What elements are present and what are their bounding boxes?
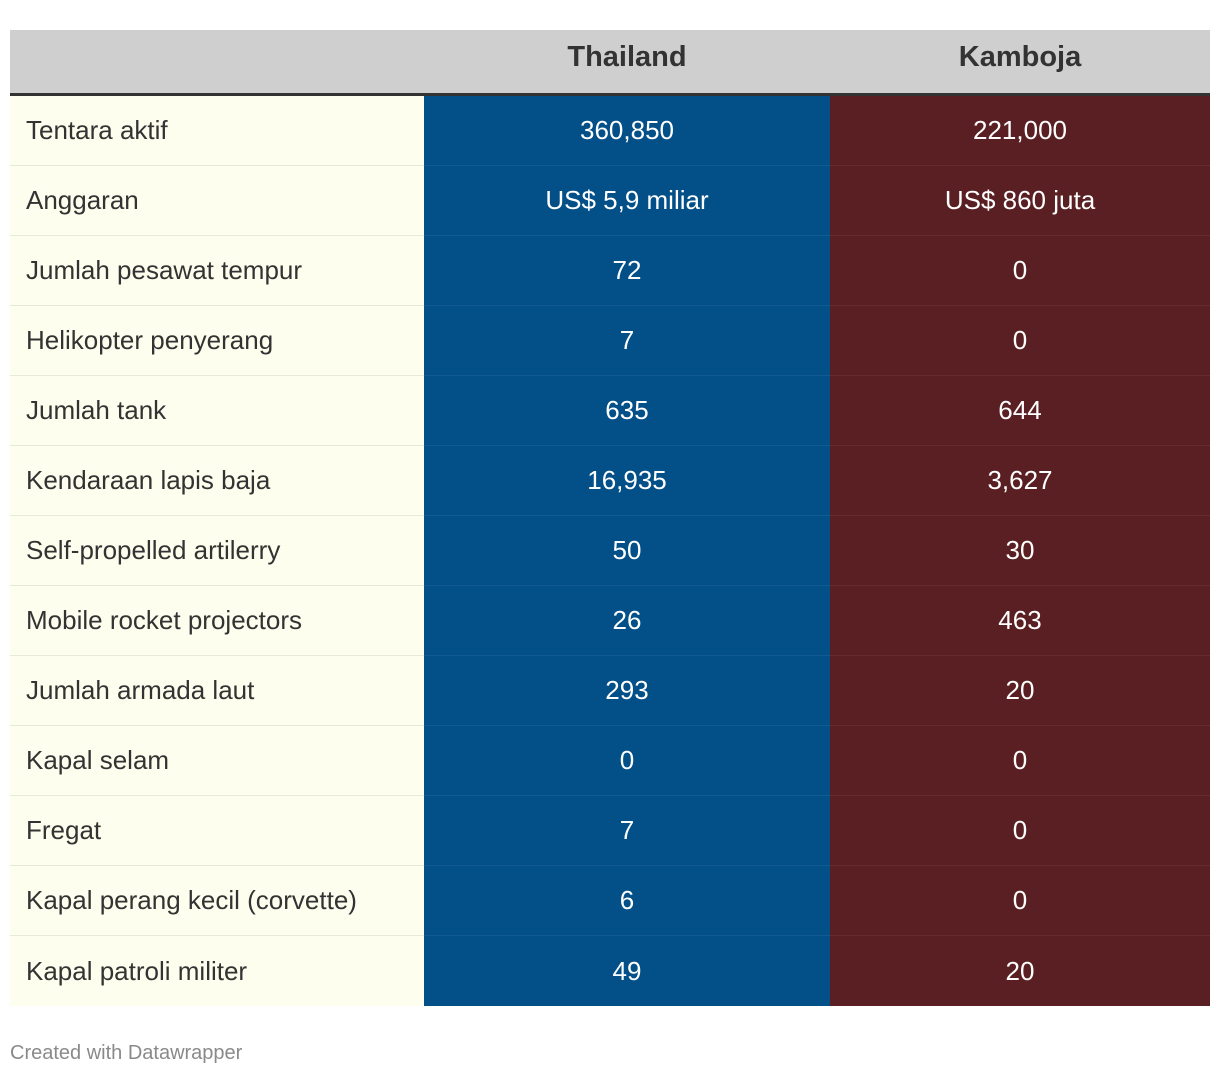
header-blank [10, 30, 424, 93]
table-row: Jumlah armada laut 293 20 [10, 656, 1210, 726]
row-label: Kendaraan lapis baja [10, 446, 424, 516]
kamboja-value: 463 [830, 586, 1210, 656]
table-row: Anggaran US$ 5,9 miliar US$ 860 juta [10, 166, 1210, 236]
table-row: Fregat 7 0 [10, 796, 1210, 866]
thailand-value: 6 [424, 866, 830, 936]
row-label: Kapal perang kecil (corvette) [10, 866, 424, 936]
row-label: Tentara aktif [10, 96, 424, 166]
kamboja-value: 0 [830, 866, 1210, 936]
table-body: Tentara aktif 360,850 221,000 Anggaran US$ 5… [10, 96, 1210, 1006]
row-label: Jumlah tank [10, 376, 424, 446]
row-label: Jumlah armada laut [10, 656, 424, 726]
kamboja-value: 3,627 [830, 446, 1210, 516]
table-row: Tentara aktif 360,850 221,000 [10, 96, 1210, 166]
table-row: Jumlah pesawat tempur 72 0 [10, 236, 1210, 306]
thailand-value: 16,935 [424, 446, 830, 516]
header-thailand: Thailand [567, 41, 687, 73]
kamboja-value: 0 [830, 306, 1210, 376]
table-row: Jumlah tank 635 644 [10, 376, 1210, 446]
thailand-value: 26 [424, 586, 830, 656]
kamboja-value: 0 [830, 796, 1210, 866]
row-label: Self-propelled artilerry [10, 516, 424, 586]
kamboja-value: US$ 860 juta [830, 166, 1210, 236]
table-row: Kapal selam 0 0 [10, 726, 1210, 796]
thailand-value: US$ 5,9 miliar [424, 166, 830, 236]
kamboja-value: 221,000 [830, 96, 1210, 166]
thailand-value: 293 [424, 656, 830, 726]
kamboja-value: 0 [830, 726, 1210, 796]
table-row: Helikopter penyerang 7 0 [10, 306, 1210, 376]
row-label: Kapal selam [10, 726, 424, 796]
kamboja-value: 20 [830, 656, 1210, 726]
thailand-value: 72 [424, 236, 830, 306]
row-label: Helikopter penyerang [10, 306, 424, 376]
footer-credit: Created with Datawrapper [10, 1042, 243, 1064]
row-label: Kapal patroli militer [10, 936, 424, 1006]
kamboja-value: 30 [830, 516, 1210, 586]
table-row: Kendaraan lapis baja 16,935 3,627 [10, 446, 1210, 516]
table-row: Self-propelled artilerry 50 30 [10, 516, 1210, 586]
thailand-value: 635 [424, 376, 830, 446]
row-label: Mobile rocket projectors [10, 586, 424, 656]
header-kamboja: Kamboja [958, 41, 1082, 73]
kamboja-value: 644 [830, 376, 1210, 446]
thailand-value: 0 [424, 726, 830, 796]
table-row: Kapal perang kecil (corvette) 6 0 [10, 866, 1210, 936]
table-header: Thailand Kamboja [10, 30, 1210, 96]
thailand-value: 50 [424, 516, 830, 586]
table-row: Kapal patroli militer 49 20 [10, 936, 1210, 1006]
row-label: Jumlah pesawat tempur [10, 236, 424, 306]
kamboja-value: 20 [830, 936, 1210, 1006]
thailand-value: 360,850 [424, 96, 830, 166]
table-row: Mobile rocket projectors 26 463 [10, 586, 1210, 656]
thailand-value: 7 [424, 796, 830, 866]
kamboja-value: 0 [830, 236, 1210, 306]
thailand-value: 49 [424, 936, 830, 1006]
row-label: Fregat [10, 796, 424, 866]
thailand-value: 7 [424, 306, 830, 376]
comparison-table: Thailand Kamboja Tentara aktif 360,850 221… [10, 30, 1210, 1006]
row-label: Anggaran [10, 166, 424, 236]
